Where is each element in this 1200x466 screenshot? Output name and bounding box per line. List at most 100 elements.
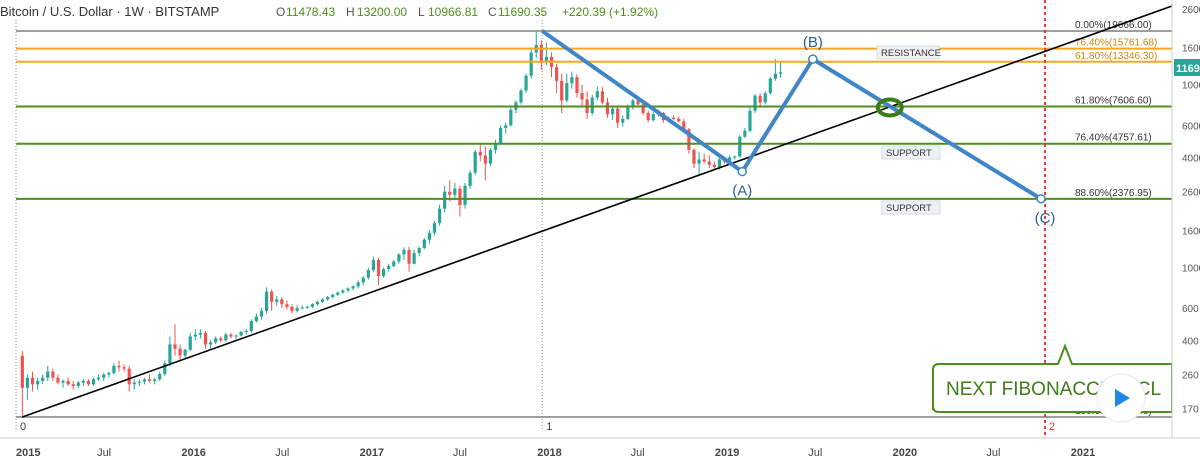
last-price-badge xyxy=(1174,59,1200,76)
candle-body xyxy=(326,297,330,300)
ohlc-high-label: H xyxy=(346,5,355,19)
play-button[interactable] xyxy=(1096,373,1146,423)
candle-body xyxy=(692,149,696,164)
candle-body xyxy=(35,380,40,385)
support-label-box xyxy=(881,200,941,215)
candle-body xyxy=(697,159,701,164)
candle-body xyxy=(41,377,45,381)
candle-body xyxy=(264,291,269,311)
candle-body xyxy=(539,44,543,61)
candle-body xyxy=(249,321,253,332)
time-tick-label: 2019 xyxy=(715,447,739,459)
candle-body xyxy=(97,377,101,380)
fib-level-label: 76.40%(4757.61) xyxy=(1075,133,1152,144)
candle-body xyxy=(417,247,421,254)
candle-body xyxy=(91,379,96,385)
candle-body xyxy=(524,75,528,91)
candle-body xyxy=(610,108,615,115)
candle-body xyxy=(768,78,772,94)
price-tick-label: 260 xyxy=(1182,371,1199,382)
time-tick-label: 2018 xyxy=(537,447,561,459)
candle-body xyxy=(580,93,584,100)
time-axis[interactable]: 2015 Jul 2016 Jul 2017 Jul 2018 Jul 2019 Jul 2020 J… xyxy=(0,437,1200,459)
candle-body xyxy=(173,344,177,349)
candle-body xyxy=(422,239,426,248)
candle-body xyxy=(448,191,452,195)
price-tick-label: 2600 xyxy=(1182,188,1200,199)
candle-body xyxy=(290,306,294,311)
candle-body xyxy=(275,299,279,302)
candle-body xyxy=(320,299,325,302)
candle-body xyxy=(641,104,645,114)
candle-body xyxy=(509,109,513,126)
fib-level-label: 76.40%(15761.68) xyxy=(1075,38,1157,49)
support-label-box xyxy=(881,145,941,160)
candle-body xyxy=(346,288,350,291)
time-tick-label: 2016 xyxy=(181,447,205,459)
candle-body xyxy=(504,125,508,128)
candle-body xyxy=(351,286,355,289)
candle-body xyxy=(412,253,416,264)
candle-body xyxy=(473,151,477,173)
candle-body xyxy=(229,334,233,337)
candle-body xyxy=(773,73,778,79)
candle-body xyxy=(30,377,35,385)
ohlc-low-label: L xyxy=(418,5,425,19)
candle-body xyxy=(341,290,345,293)
price-tick-label: 16000 xyxy=(1182,43,1200,54)
ohlc-open-value: 11478.43 xyxy=(286,5,335,19)
candle-body xyxy=(387,266,391,270)
price-tick-label: 600 xyxy=(1182,304,1199,315)
candle-body xyxy=(753,95,757,111)
candle-body xyxy=(117,365,121,368)
candle-body xyxy=(682,121,686,130)
abc-wave-path xyxy=(541,29,1043,201)
ohlc-low-value: 10966.81 xyxy=(428,5,478,19)
candle-body xyxy=(132,382,136,385)
fib-level-label: 0.00%(19666.00) xyxy=(1075,20,1152,31)
candle-body xyxy=(712,164,716,167)
play-icon xyxy=(1115,389,1130,407)
candle-body xyxy=(331,294,335,298)
symbol-title: Bitcoin / U.S. Dollar · 1W · BITSTAMP xyxy=(0,4,219,19)
price-tick-label: 1000 xyxy=(1182,264,1200,275)
candle-body xyxy=(259,310,264,317)
candle-body xyxy=(285,304,289,307)
candle-body xyxy=(570,77,574,84)
ohlc-high-value: 13200.00 xyxy=(357,5,407,19)
candle-body xyxy=(590,97,594,114)
candle-body xyxy=(81,380,85,383)
candle-body xyxy=(595,91,599,98)
candle-body xyxy=(738,136,742,157)
candle-body xyxy=(636,100,640,105)
price-axis-ticks: 26000 16000 10000 6000 4000 2600 1600 1000 600 40… xyxy=(1182,5,1200,415)
time-tick-label: Jul xyxy=(97,447,111,459)
candle-body xyxy=(616,108,620,123)
candle-body xyxy=(707,161,711,165)
wave-point-marker xyxy=(808,54,818,64)
price-tick-label: 170 xyxy=(1182,404,1199,415)
wave-label-a: (A) xyxy=(732,183,752,200)
price-tick-label: 4000 xyxy=(1182,153,1200,164)
symbol-legend: Bitcoin / U.S. Dollar · 1W · BITSTAMP O … xyxy=(0,4,658,19)
wave-label-c: (C) xyxy=(1035,210,1056,227)
candle-body xyxy=(392,261,396,267)
price-tick-label: 10000 xyxy=(1182,81,1200,92)
candle-body xyxy=(478,151,482,156)
candle-body xyxy=(300,307,304,309)
candle-body xyxy=(76,382,80,387)
fib-level-label: 88.60%(2376.95) xyxy=(1075,188,1152,199)
candle-body xyxy=(107,373,111,375)
fib-level-label: 61.80%(13346.30) xyxy=(1075,51,1157,62)
price-axis[interactable]: 26000 16000 10000 6000 4000 2600 1600 1000 600 40… xyxy=(1171,0,1200,438)
candle-body xyxy=(397,254,401,262)
time-tick-label: 2020 xyxy=(893,447,917,459)
candle-body xyxy=(224,334,228,341)
wave-label-b: (B) xyxy=(803,34,823,51)
wave-point-marker xyxy=(1036,194,1046,204)
candle-body xyxy=(127,368,131,385)
candle-body xyxy=(112,365,116,374)
candle-body xyxy=(193,334,197,337)
candle-body xyxy=(555,66,559,81)
